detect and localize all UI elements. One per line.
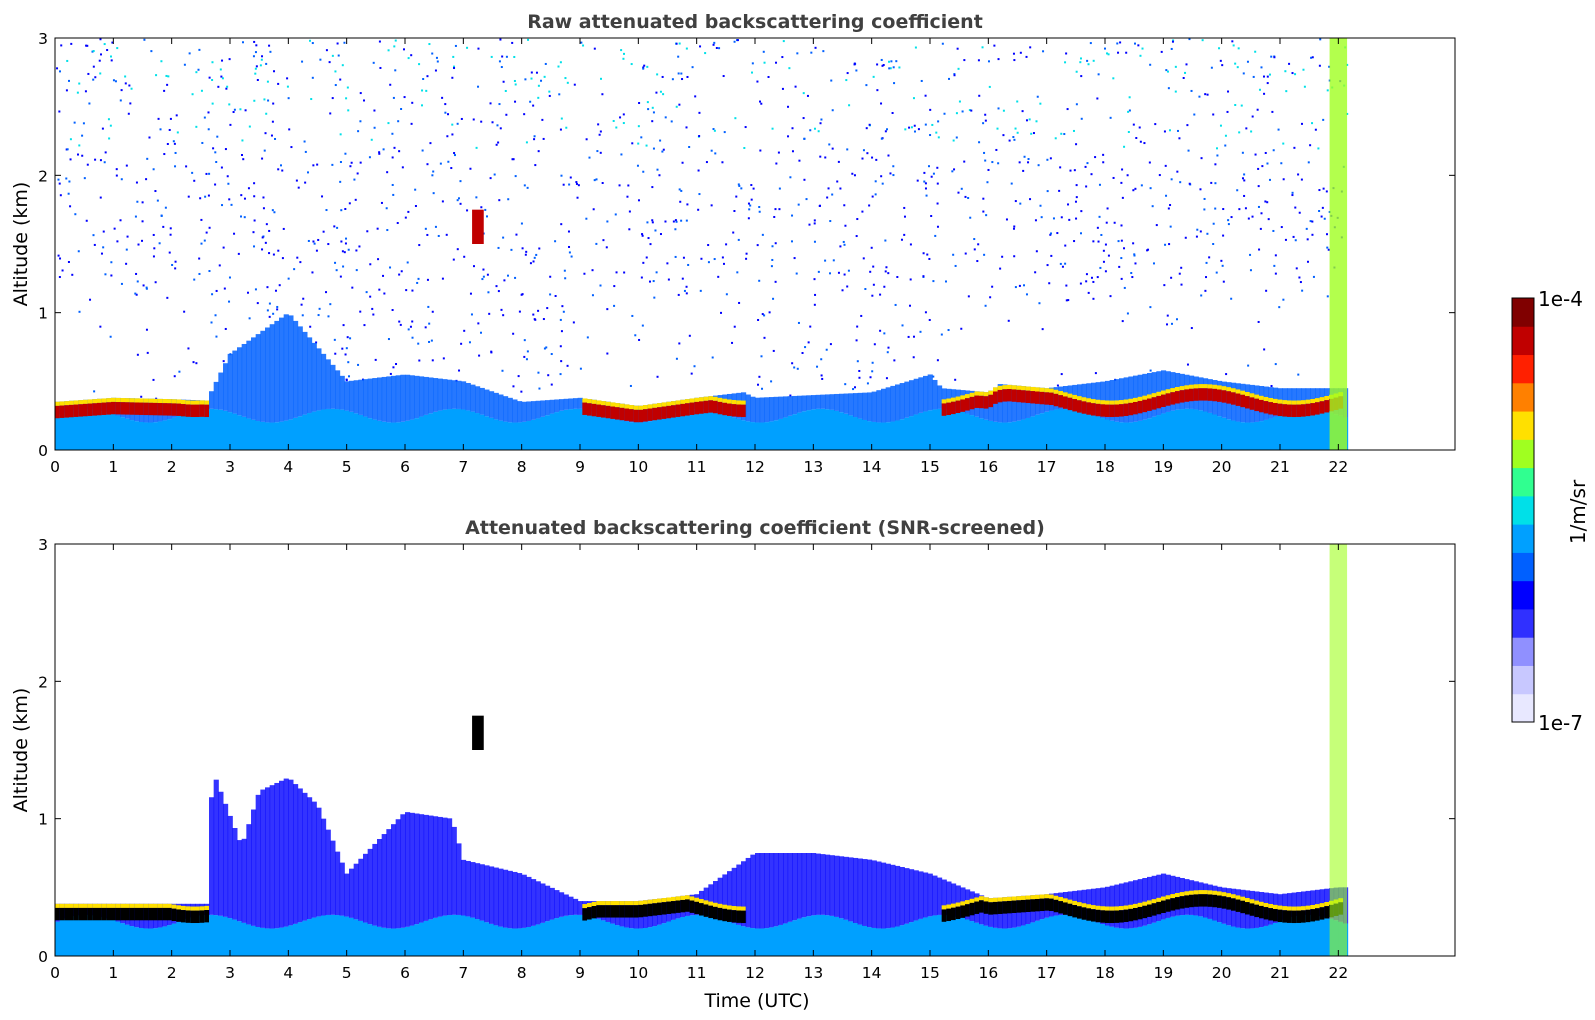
x-axis-raw: 0 1 2 3 4 5 6 7 8 9 10 11 12 13 14 15 16 17 18 19 20 21 22 bbox=[50, 38, 1348, 476]
x-tick-label: 21 bbox=[1270, 964, 1290, 982]
x-tick-label: 20 bbox=[1212, 964, 1232, 982]
y-tick-label: 2 bbox=[38, 167, 48, 185]
colorbar-cell bbox=[1512, 439, 1534, 469]
x-tick-label: 15 bbox=[920, 964, 940, 982]
x-tick-label: 6 bbox=[400, 964, 410, 982]
x-tick-label: 3 bbox=[225, 458, 235, 476]
panel-raw-title: Raw attenuated backscattering coefficien… bbox=[527, 11, 983, 33]
noise-speckle bbox=[56, 38, 1349, 400]
x-tick-label: 18 bbox=[1095, 458, 1115, 476]
panel-raw: Raw attenuated backscattering coefficien… bbox=[10, 11, 1456, 476]
x-tick-label: 11 bbox=[687, 458, 707, 476]
x-tick-label: 5 bbox=[342, 458, 352, 476]
x-tick-label: 20 bbox=[1212, 458, 1232, 476]
y-tick-label: 1 bbox=[38, 305, 48, 323]
x-tick-label: 16 bbox=[978, 964, 998, 982]
x-tick-label: 1 bbox=[108, 458, 118, 476]
colorbar-cell bbox=[1512, 665, 1534, 695]
x-axis-screened: 0 1 2 3 4 5 6 7 8 9 10 11 12 13 14 15 16 17 18 19 20 21 22 bbox=[50, 544, 1348, 982]
precipitation-column bbox=[1329, 38, 1348, 450]
x-tick-label: 2 bbox=[167, 458, 177, 476]
x-tick-label: 1 bbox=[108, 964, 118, 982]
x-tick-label: 0 bbox=[50, 458, 60, 476]
colorbar-cell bbox=[1512, 298, 1534, 327]
y-axis-label-raw: Altitude (km) bbox=[10, 182, 32, 307]
x-tick-label: 16 bbox=[978, 458, 998, 476]
x-tick-label: 3 bbox=[225, 964, 235, 982]
panel-screened-title: Attenuated backscattering coefficient (S… bbox=[465, 517, 1045, 539]
backscatter-columns bbox=[55, 314, 1349, 450]
x-tick-label: 19 bbox=[1153, 458, 1173, 476]
x-tick-label: 4 bbox=[283, 964, 293, 982]
colorbar: 1e-4 1e-7 1/m/sr bbox=[1511, 287, 1590, 735]
x-tick-label: 0 bbox=[50, 964, 60, 982]
x-tick-label: 19 bbox=[1153, 964, 1173, 982]
plot-screened-area bbox=[55, 544, 1349, 956]
y-tick-label: 0 bbox=[38, 442, 48, 460]
colorbar-cell bbox=[1512, 637, 1534, 666]
x-tick-label: 17 bbox=[1037, 964, 1057, 982]
colorbar-max-label: 1e-4 bbox=[1538, 287, 1583, 311]
colorbar-cell bbox=[1512, 495, 1534, 525]
x-tick-label: 10 bbox=[628, 458, 648, 476]
colorbar-cell bbox=[1512, 552, 1534, 582]
x-tick-label: 12 bbox=[745, 458, 765, 476]
x-tick-label: 15 bbox=[920, 458, 940, 476]
x-tick-label: 17 bbox=[1037, 458, 1057, 476]
y-tick-label: 2 bbox=[38, 673, 48, 691]
x-tick-label: 10 bbox=[628, 964, 648, 982]
x-tick-label: 11 bbox=[687, 964, 707, 982]
x-tick-label: 22 bbox=[1328, 458, 1348, 476]
colorbar-frame bbox=[1511, 297, 1535, 723]
y-axis-label-screened: Altitude (km) bbox=[10, 688, 32, 813]
y-axis-screened: 0 1 2 3 bbox=[38, 536, 1455, 966]
colorbar-cell bbox=[1512, 354, 1534, 384]
x-tick-label: 7 bbox=[458, 964, 468, 982]
x-tick-label: 22 bbox=[1328, 964, 1348, 982]
x-tick-label: 5 bbox=[342, 964, 352, 982]
x-tick-label: 8 bbox=[517, 458, 527, 476]
x-tick-label: 14 bbox=[862, 964, 882, 982]
x-tick-label: 7 bbox=[458, 458, 468, 476]
colorbar-gradient bbox=[1512, 298, 1534, 723]
y-tick-label: 3 bbox=[38, 30, 48, 48]
panel-screened: Attenuated backscattering coefficient (S… bbox=[10, 517, 1456, 1012]
x-tick-label: 9 bbox=[575, 458, 585, 476]
colorbar-cell bbox=[1512, 467, 1534, 497]
cloud-feature bbox=[472, 715, 484, 750]
x-tick-label: 8 bbox=[517, 964, 527, 982]
colorbar-cell bbox=[1512, 580, 1534, 610]
colorbar-unit-label: 1/m/sr bbox=[1566, 479, 1590, 544]
cloud-feature bbox=[472, 209, 484, 244]
x-tick-label: 9 bbox=[575, 964, 585, 982]
x-tick-label: 18 bbox=[1095, 964, 1115, 982]
x-tick-label: 14 bbox=[862, 458, 882, 476]
x-tick-label: 13 bbox=[803, 964, 823, 982]
colorbar-cell bbox=[1512, 382, 1534, 412]
colorbar-cell bbox=[1512, 693, 1534, 723]
colorbar-cell bbox=[1512, 411, 1534, 440]
x-tick-label: 13 bbox=[803, 458, 823, 476]
x-tick-label: 4 bbox=[283, 458, 293, 476]
x-tick-label: 2 bbox=[167, 964, 177, 982]
y-tick-label: 3 bbox=[38, 536, 48, 554]
x-tick-label: 6 bbox=[400, 458, 410, 476]
colorbar-cell bbox=[1512, 524, 1534, 553]
backscatter-columns bbox=[55, 778, 1349, 956]
x-tick-label: 21 bbox=[1270, 458, 1290, 476]
y-tick-label: 0 bbox=[38, 948, 48, 966]
y-axis-raw: 0 1 2 3 bbox=[38, 30, 1455, 460]
plot-raw-area bbox=[55, 38, 1349, 450]
colorbar-cell bbox=[1512, 326, 1534, 356]
precipitation-column bbox=[1329, 544, 1348, 956]
y-tick-label: 1 bbox=[38, 811, 48, 829]
x-tick-label: 12 bbox=[745, 964, 765, 982]
x-axis-label: Time (UTC) bbox=[703, 990, 809, 1012]
colorbar-cell bbox=[1512, 608, 1534, 638]
colorbar-min-label: 1e-7 bbox=[1538, 711, 1583, 735]
